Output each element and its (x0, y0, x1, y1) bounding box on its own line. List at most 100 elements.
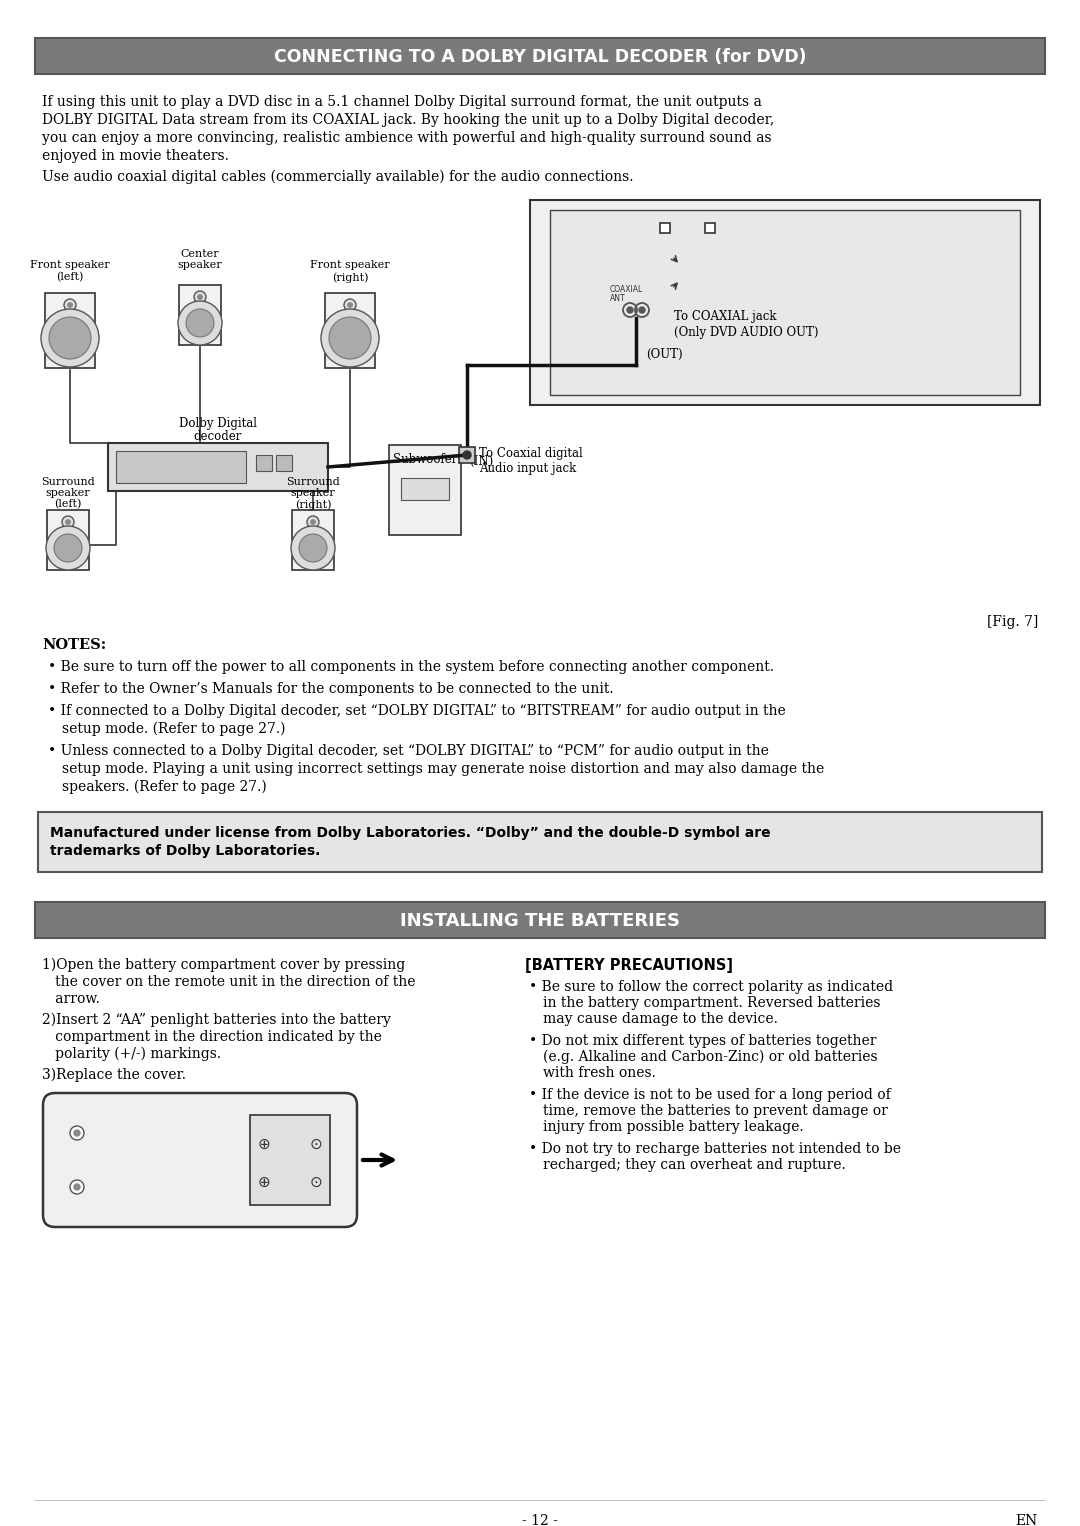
Text: 3)Replace the cover.: 3)Replace the cover. (42, 1068, 186, 1082)
Text: Center: Center (180, 249, 219, 259)
Bar (401, 478, 449, 501)
Text: arrow.: arrow. (42, 992, 99, 1006)
Bar (389, 446, 461, 536)
Bar (48, 510, 89, 571)
Text: decoder: decoder (193, 430, 242, 443)
Text: • Do not try to recharge batteries not intended to be: • Do not try to recharge batteries not i… (529, 1141, 901, 1157)
Text: setup mode. Playing a unit using incorrect settings may generate noise distortio: setup mode. Playing a unit using incorre… (62, 761, 824, 777)
Text: compartment in the direction indicated by the: compartment in the direction indicated b… (42, 1030, 382, 1044)
Circle shape (627, 307, 633, 313)
Bar (292, 510, 334, 571)
Text: speaker: speaker (291, 488, 335, 497)
Text: Dolby Digital: Dolby Digital (179, 417, 257, 430)
Text: Surround: Surround (286, 478, 340, 487)
Text: (right): (right) (295, 499, 332, 510)
Text: setup mode. (Refer to page 27.): setup mode. (Refer to page 27.) (62, 722, 285, 737)
Circle shape (75, 1129, 80, 1135)
Text: [BATTERY PRECAUTIONS]: [BATTERY PRECAUTIONS] (525, 958, 733, 974)
Text: • Refer to the Owner’s Manuals for the components to be connected to the unit.: • Refer to the Owner’s Manuals for the c… (48, 682, 613, 696)
Bar (116, 452, 246, 484)
Text: time, remove the batteries to prevent damage or: time, remove the batteries to prevent da… (543, 1103, 888, 1119)
Text: To Coaxial digital: To Coaxial digital (480, 447, 583, 459)
Circle shape (321, 308, 379, 366)
Text: ⊕: ⊕ (258, 1175, 271, 1190)
Bar (256, 455, 272, 472)
Text: • If the device is not to be used for a long period of: • If the device is not to be used for a … (529, 1088, 891, 1102)
Text: (Only DVD AUDIO OUT): (Only DVD AUDIO OUT) (674, 327, 819, 339)
Text: • If connected to a Dolby Digital decoder, set “DOLBY DIGITAL” to “BITSTREAM” fo: • If connected to a Dolby Digital decode… (48, 703, 786, 719)
Circle shape (70, 1126, 84, 1140)
Bar (38, 812, 1042, 871)
Bar (35, 38, 1045, 73)
Text: ⊙: ⊙ (310, 1175, 323, 1190)
Text: 2)Insert 2 “AA” penlight batteries into the battery: 2)Insert 2 “AA” penlight batteries into … (42, 1013, 391, 1027)
Text: may cause damage to the device.: may cause damage to the device. (543, 1012, 778, 1025)
Bar (530, 200, 1040, 404)
Circle shape (198, 295, 203, 299)
Text: the cover on the remote unit in the direction of the: the cover on the remote unit in the dire… (42, 975, 416, 989)
Text: ANT: ANT (610, 295, 625, 304)
Text: [Fig. 7]: [Fig. 7] (987, 615, 1038, 629)
Text: • Be sure to follow the correct polarity as indicated: • Be sure to follow the correct polarity… (529, 980, 893, 993)
Text: If using this unit to play a DVD disc in a 5.1 channel Dolby Digital surround fo: If using this unit to play a DVD disc in… (42, 95, 761, 108)
Text: speakers. (Refer to page 27.): speakers. (Refer to page 27.) (62, 780, 267, 795)
Circle shape (64, 299, 76, 311)
Text: speaker: speaker (178, 259, 222, 270)
Circle shape (291, 526, 335, 571)
Bar (35, 902, 1045, 938)
Bar (45, 293, 95, 368)
Text: (right): (right) (332, 272, 368, 282)
Text: with fresh ones.: with fresh ones. (543, 1067, 656, 1080)
Text: INSTALLING THE BATTERIES: INSTALLING THE BATTERIES (400, 913, 680, 929)
Text: • Be sure to turn off the power to all components in the system before connectin: • Be sure to turn off the power to all c… (48, 661, 774, 674)
Circle shape (54, 534, 82, 562)
Text: COAXIAL: COAXIAL (610, 285, 644, 295)
Bar (705, 223, 715, 233)
Text: DOLBY DIGITAL Data stream from its COAXIAL jack. By hooking the unit up to a Dol: DOLBY DIGITAL Data stream from its COAXI… (42, 113, 774, 127)
Text: injury from possible battery leakage.: injury from possible battery leakage. (543, 1120, 804, 1134)
Text: Manufactured under license from Dolby Laboratories. “Dolby” and the double-D sym: Manufactured under license from Dolby La… (50, 826, 771, 839)
Circle shape (463, 452, 471, 459)
Bar (108, 443, 328, 491)
Text: (left): (left) (56, 272, 83, 282)
Circle shape (62, 516, 75, 528)
Text: Front speaker: Front speaker (30, 259, 110, 270)
Circle shape (75, 1184, 80, 1190)
Circle shape (178, 301, 222, 345)
Circle shape (186, 308, 214, 337)
Text: polarity (+/-) markings.: polarity (+/-) markings. (42, 1047, 221, 1062)
Bar (325, 293, 375, 368)
Text: ⊕: ⊕ (258, 1137, 271, 1152)
Circle shape (70, 1180, 84, 1193)
Circle shape (639, 307, 645, 313)
Text: ⊙: ⊙ (310, 1137, 323, 1152)
Text: Subwoofer: Subwoofer (393, 453, 457, 465)
Text: EN: EN (1016, 1514, 1038, 1526)
Text: • Unless connected to a Dolby Digital decoder, set “DOLBY DIGITAL” to “PCM” for : • Unless connected to a Dolby Digital de… (48, 745, 769, 758)
Text: NOTES:: NOTES: (42, 638, 106, 652)
Circle shape (194, 291, 206, 304)
Bar (179, 285, 221, 345)
Circle shape (307, 516, 319, 528)
Circle shape (299, 534, 327, 562)
Text: (e.g. Alkaline and Carbon-Zinc) or old batteries: (e.g. Alkaline and Carbon-Zinc) or old b… (543, 1050, 878, 1065)
Bar (660, 223, 670, 233)
Text: • Do not mix different types of batteries together: • Do not mix different types of batterie… (529, 1035, 877, 1048)
Circle shape (67, 302, 72, 308)
Circle shape (46, 526, 90, 571)
Text: (OUT): (OUT) (646, 348, 683, 362)
Circle shape (66, 519, 70, 525)
Text: Surround: Surround (41, 478, 95, 487)
Bar (459, 447, 475, 462)
Circle shape (294, 461, 306, 473)
Text: (left): (left) (54, 499, 82, 510)
Text: - 12 -: - 12 - (522, 1514, 558, 1526)
Circle shape (348, 302, 352, 308)
Text: Use audio coaxial digital cables (commercially available) for the audio connecti: Use audio coaxial digital cables (commer… (42, 169, 634, 185)
Text: Front speaker: Front speaker (310, 259, 390, 270)
Circle shape (311, 519, 315, 525)
Text: CONNECTING TO A DOLBY DIGITAL DECODER (for DVD): CONNECTING TO A DOLBY DIGITAL DECODER (f… (273, 47, 807, 66)
Text: enjoyed in movie theaters.: enjoyed in movie theaters. (42, 150, 229, 163)
Bar (276, 455, 292, 472)
Bar (249, 1116, 330, 1206)
